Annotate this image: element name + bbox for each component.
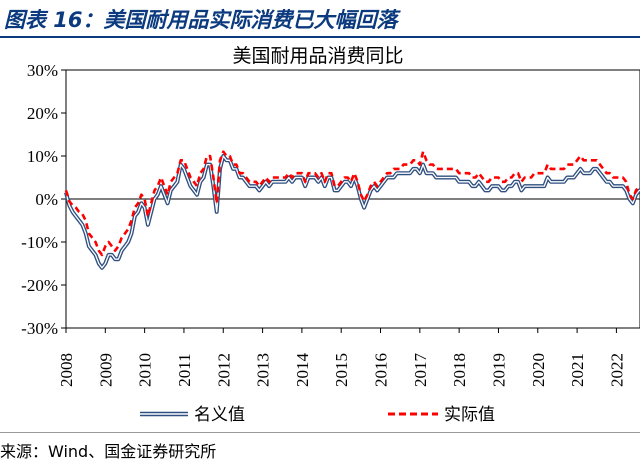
x-tick-label: 2013 <box>254 353 273 387</box>
figure-caption-text: 图表 16：美国耐用品实际消费已大幅回落 <box>4 8 398 32</box>
legend-label-real: 实际值 <box>444 405 495 424</box>
legend: 名义值 实际值 <box>140 405 495 424</box>
y-tick-label: -30% <box>21 319 58 338</box>
y-tick-label: 0% <box>35 190 58 209</box>
y-tick-label: 30% <box>27 61 58 80</box>
x-tick-label: 2020 <box>529 353 548 387</box>
y-axis: 30% 20% 10% 0% -10% -20% -30% <box>21 61 640 338</box>
x-tick-label: 2011 <box>175 353 194 386</box>
durable-goods-chart: 美国耐用品消费同比 30%20%10%0%-10%-20%-30% 2008 20… <box>21 45 640 424</box>
y-tick-label: 20% <box>27 104 58 123</box>
x-tick-label: 2009 <box>96 353 115 387</box>
x-tick-label: 2022 <box>607 353 626 387</box>
x-tick-label: 2010 <box>136 353 155 387</box>
x-tick-label: 2018 <box>450 353 469 387</box>
legend-label-nominal: 名义值 <box>194 405 245 424</box>
caption-divider <box>0 36 640 38</box>
x-tick-label: 2019 <box>489 353 508 387</box>
chart-title: 美国耐用品消费同比 <box>232 45 403 67</box>
x-tick-label: 2008 <box>57 353 76 387</box>
x-tick-label: 2021 <box>568 353 587 387</box>
y-tick-label: -10% <box>21 233 58 252</box>
x-tick-label: 2014 <box>293 353 312 388</box>
source-note: 来源：Wind、国金证券研究所 <box>0 442 217 461</box>
x-axis: 2008 2009 2010 2011 2012 2013 2014 2015 2016 2017… <box>57 328 626 387</box>
y-tick-label: -20% <box>21 276 58 295</box>
series-nominal-line-inner <box>65 155 640 269</box>
y-tick-label: 10% <box>27 147 58 166</box>
source-divider <box>0 432 640 433</box>
x-tick-label: 2016 <box>372 353 391 387</box>
series-layer <box>64 150 640 270</box>
series-real-line <box>64 150 640 257</box>
x-tick-label: 2015 <box>332 353 351 387</box>
x-tick-label: 2017 <box>411 353 430 388</box>
x-tick-label: 2012 <box>214 353 233 387</box>
figure-caption: 图表 16：美国耐用品实际消费已大幅回落 <box>0 0 640 38</box>
